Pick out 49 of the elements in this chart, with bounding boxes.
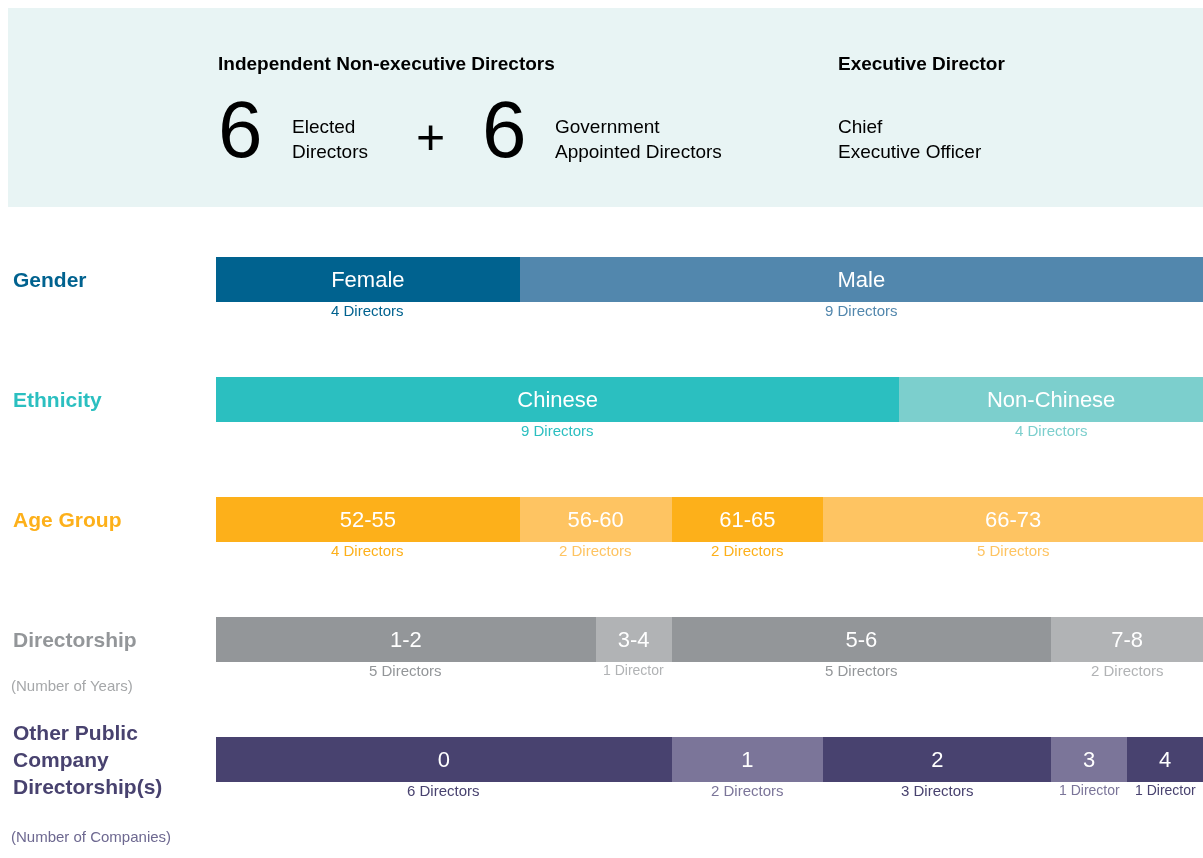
y-tick-label: Ethnicity	[13, 387, 102, 411]
series-label: Chinese	[517, 387, 599, 412]
series-label: 4	[1158, 747, 1172, 772]
text: 6	[218, 85, 263, 174]
data-label: 1 Director	[1135, 782, 1197, 798]
series-label: 3-4	[617, 627, 650, 652]
data-label: 5 Directors	[825, 662, 898, 679]
series-label: Non-Chinese	[986, 387, 1116, 412]
series-label: 2	[931, 747, 944, 772]
data-label: 6 Directors	[407, 782, 480, 799]
text: (Number of Companies)	[11, 828, 172, 845]
text: Chief Executive Officer	[838, 116, 982, 162]
series-label: 0	[437, 747, 450, 772]
data-label: 4 Directors	[331, 302, 404, 319]
data-label: 2 Directors	[559, 542, 632, 559]
data-label: 9 Directors	[521, 422, 594, 439]
series-label: 5-6	[845, 627, 878, 652]
data-label: 5 Directors	[369, 662, 442, 679]
data-label: 4 Directors	[331, 542, 404, 559]
text: 6	[482, 85, 527, 174]
data-label: 4 Directors	[1015, 422, 1088, 439]
y-tick-label: Directorship	[13, 627, 137, 651]
text: Executive Director	[838, 53, 1006, 74]
data-label: 1 Director	[603, 662, 665, 678]
y-tick-label: Gender	[13, 267, 87, 291]
series-label: 1	[741, 747, 754, 772]
series-label: Male	[837, 267, 886, 292]
data-label: 2 Directors	[711, 542, 784, 559]
series-label: 52-55	[339, 507, 396, 532]
text: +	[416, 109, 446, 165]
series-label: 7-8	[1111, 627, 1143, 652]
series-label: Female	[331, 267, 405, 292]
series-label: 1-2	[389, 627, 422, 652]
data-label: 1 Director	[1059, 782, 1121, 798]
series-label: 3	[1082, 747, 1096, 772]
y-tick-label: Other Public Company Directorship(s)	[13, 720, 163, 799]
text: Independent Non-executive Directors	[218, 53, 555, 74]
text: (Number of Years)	[11, 677, 133, 694]
y-tick-label: Age Group	[13, 507, 122, 531]
data-label: 3 Directors	[901, 782, 974, 799]
series-label: 56-60	[567, 507, 624, 532]
data-label: 2 Directors	[711, 782, 784, 799]
text: Government Appointed Directors	[555, 116, 722, 162]
series-label: 61-65	[719, 507, 776, 532]
series-label: 66-73	[985, 507, 1042, 532]
data-label: 2 Directors	[1091, 662, 1164, 679]
data-label: 5 Directors	[977, 542, 1050, 559]
text: Elected Directors	[292, 116, 369, 162]
data-label: 9 Directors	[825, 302, 898, 319]
